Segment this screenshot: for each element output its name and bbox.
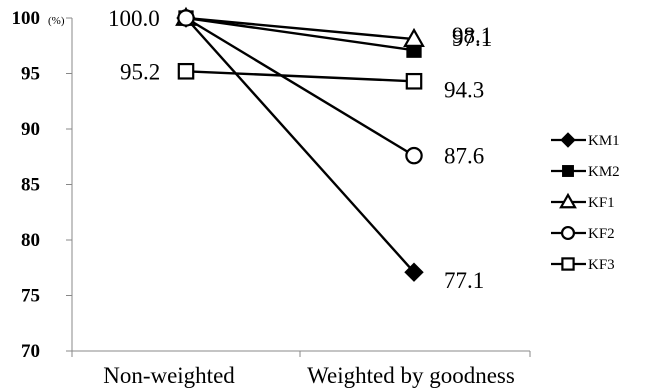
- y-axis-unit: (%): [48, 15, 65, 27]
- data-label: 87.6: [444, 144, 484, 169]
- data-point: [177, 9, 195, 27]
- legend-item-kf1: KF1: [551, 192, 615, 211]
- data-point: [405, 72, 423, 90]
- series-kf1: [175, 6, 425, 47]
- legend-label: KF2: [588, 226, 615, 242]
- data-label: 97.1: [452, 26, 492, 51]
- data-label: 98.1: [452, 23, 492, 48]
- data-point: [561, 257, 575, 271]
- data-point: [560, 132, 576, 148]
- data-point: [559, 192, 577, 209]
- series-line: [185, 16, 415, 52]
- series-kf2: [177, 9, 423, 165]
- legend-label: KM2: [588, 164, 620, 180]
- y-tick-label: 90: [21, 119, 40, 140]
- y-tick-label: 75: [21, 286, 40, 307]
- data-label: 100.0: [108, 6, 160, 31]
- y-tick-label: 95: [21, 64, 40, 85]
- series-group: [175, 6, 425, 282]
- data-point: [177, 62, 195, 80]
- legend-item-km2: KM2: [551, 164, 620, 180]
- data-point: [403, 27, 425, 47]
- legend-label: KF3: [588, 257, 615, 273]
- series-line: [185, 70, 415, 83]
- series-kf3: [177, 62, 423, 90]
- data-label: 95.2: [120, 59, 160, 84]
- legend-label: KM1: [588, 133, 620, 149]
- x-category-label: Weighted by goodness: [307, 363, 515, 388]
- series-line: [185, 17, 415, 273]
- series-km1: [176, 8, 424, 282]
- legend-item-kf2: KF2: [551, 225, 615, 242]
- y-tick-label: 85: [21, 175, 40, 196]
- data-label: 77.1: [444, 268, 484, 293]
- legend-item-km1: KM1: [551, 132, 620, 149]
- data-point: [562, 165, 574, 177]
- y-tick-label: 70: [21, 341, 40, 362]
- data-point: [405, 146, 423, 165]
- legend-label: KF1: [588, 195, 615, 211]
- data-point: [560, 225, 576, 241]
- series-line: [185, 16, 415, 157]
- y-axis-ticks: 70 75 80 85 90 95 100: [12, 8, 72, 362]
- x-axis-categories: Non-weighted Weighted by goodness: [103, 363, 515, 388]
- legend: KM1 KM2 KF1 KF2 KF3: [551, 132, 620, 273]
- y-tick-label: 80: [21, 230, 40, 251]
- data-label: 94.3: [444, 77, 484, 102]
- x-category-label: Non-weighted: [103, 363, 235, 388]
- series-line: [185, 16, 415, 41]
- data-labels: 100.0 95.2 98.197.1 94.3 87.6 77.1: [108, 6, 492, 293]
- y-tick-label: 100: [12, 8, 41, 29]
- legend-item-kf3: KF3: [551, 257, 615, 273]
- data-point: [404, 262, 424, 282]
